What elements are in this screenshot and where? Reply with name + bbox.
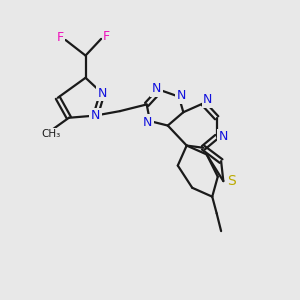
Text: N: N <box>176 89 186 102</box>
Text: N: N <box>219 130 228 143</box>
Text: S: S <box>227 174 236 188</box>
Text: N: N <box>91 109 100 122</box>
Text: N: N <box>98 87 107 100</box>
Text: N: N <box>143 116 152 129</box>
Text: F: F <box>103 30 110 43</box>
Text: CH₃: CH₃ <box>41 129 61 140</box>
Text: N: N <box>203 94 212 106</box>
Text: N: N <box>152 82 161 95</box>
Text: F: F <box>56 31 64 44</box>
